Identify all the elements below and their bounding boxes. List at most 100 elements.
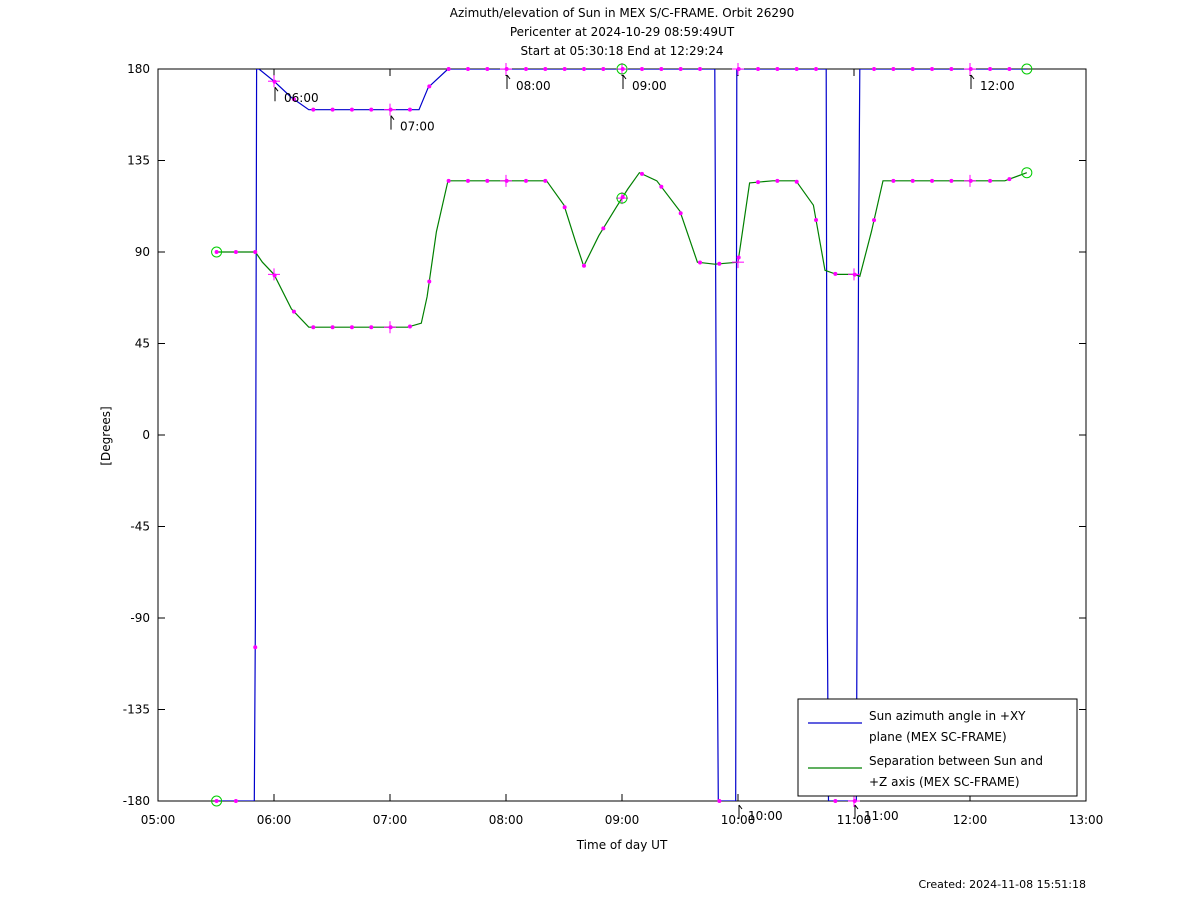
data-point bbox=[407, 324, 412, 329]
y-tick-label: 180 bbox=[127, 62, 150, 76]
data-point bbox=[446, 178, 451, 183]
annotation-arrow bbox=[738, 804, 743, 810]
annotation-label: 06:00 bbox=[284, 91, 319, 105]
data-point bbox=[349, 325, 354, 330]
y-axis-label: [Degrees] bbox=[99, 406, 113, 465]
data-point bbox=[949, 67, 954, 71]
data-point bbox=[659, 67, 664, 71]
annotation-label: 10:00 bbox=[748, 809, 783, 823]
data-point bbox=[349, 107, 354, 112]
event-circle bbox=[1021, 63, 1033, 75]
data-point bbox=[311, 325, 316, 330]
series-line-azimuth bbox=[216, 69, 1027, 801]
data-point bbox=[949, 178, 954, 183]
plot-frame bbox=[157, 68, 1087, 802]
data-point bbox=[253, 250, 258, 254]
data-point bbox=[988, 67, 993, 71]
annotation-label: 08:00 bbox=[516, 79, 551, 93]
data-point bbox=[1007, 67, 1012, 71]
data-point bbox=[678, 211, 683, 216]
y-tick-label: 135 bbox=[127, 154, 150, 168]
annotation-label: 07:00 bbox=[400, 120, 435, 134]
data-point bbox=[485, 67, 490, 71]
x-tick-label: 11:00 bbox=[837, 813, 872, 827]
data-point bbox=[465, 67, 470, 71]
data-point bbox=[523, 67, 528, 71]
legend-label: +Z axis (MEX SC-FRAME) bbox=[869, 775, 1020, 789]
data-point bbox=[407, 107, 412, 112]
y-tick-label: 0 bbox=[142, 428, 150, 442]
data-point bbox=[756, 180, 761, 185]
title-line: Start at 05:30:18 End at 12:29:24 bbox=[520, 44, 723, 58]
data-point bbox=[891, 178, 896, 183]
annotation-arrow bbox=[970, 74, 975, 80]
data-point bbox=[543, 178, 548, 183]
event-circle bbox=[616, 192, 628, 204]
data-point bbox=[833, 271, 838, 276]
x-tick-label: 06:00 bbox=[257, 813, 292, 827]
x-tick-label: 07:00 bbox=[373, 813, 408, 827]
data-point bbox=[427, 84, 432, 89]
data-point bbox=[214, 799, 219, 803]
data-point bbox=[581, 263, 586, 268]
data-point bbox=[581, 67, 586, 71]
data-point bbox=[794, 67, 799, 71]
legend: Sun azimuth angle in +XY plane (MEX SC-FR… bbox=[797, 698, 1078, 797]
data-point bbox=[214, 250, 219, 254]
x-tick-label: 05:00 bbox=[141, 813, 176, 827]
annotation-label: 09:00 bbox=[632, 79, 667, 93]
y-tick-label: -45 bbox=[130, 520, 150, 534]
annotation-arrow bbox=[506, 74, 511, 80]
data-point bbox=[427, 279, 432, 284]
data-point bbox=[311, 107, 316, 112]
annotation-arrow bbox=[854, 804, 859, 810]
data-point bbox=[678, 67, 683, 71]
data-point bbox=[698, 67, 703, 71]
legend-label: Sun azimuth angle in +XY bbox=[869, 709, 1026, 723]
event-circle bbox=[616, 63, 628, 75]
data-point bbox=[872, 218, 877, 223]
chart-title: Azimuth/elevation of Sun in MEX S/C-FRAM… bbox=[450, 6, 795, 58]
data-point bbox=[930, 178, 935, 183]
data-point bbox=[562, 205, 567, 210]
data-point bbox=[833, 799, 838, 803]
data-point bbox=[910, 178, 915, 183]
annotation-arrow bbox=[622, 74, 627, 80]
data-point bbox=[717, 799, 722, 803]
data-point bbox=[233, 799, 238, 803]
y-tick-label: 90 bbox=[135, 245, 150, 259]
x-tick-label: 13:00 bbox=[1069, 813, 1104, 827]
y-axis: 180 135 90 45 0 -45 -90 -135 -180 bbox=[123, 62, 1086, 808]
annotation-label: 11:00 bbox=[864, 809, 899, 823]
x-tick-label: 12:00 bbox=[953, 813, 988, 827]
title-line: Azimuth/elevation of Sun in MEX S/C-FRAM… bbox=[450, 6, 795, 20]
data-point bbox=[794, 179, 799, 184]
data-point bbox=[717, 261, 722, 266]
data-point bbox=[736, 255, 741, 260]
title-line: Pericenter at 2024-10-29 08:59:49UT bbox=[510, 25, 735, 39]
data-point bbox=[814, 67, 819, 71]
x-tick-label: 09:00 bbox=[605, 813, 640, 827]
data-point bbox=[465, 178, 470, 183]
annotation-label: 12:00 bbox=[980, 79, 1015, 93]
data-point bbox=[659, 184, 664, 189]
data-point bbox=[485, 178, 490, 183]
data-point bbox=[814, 218, 819, 223]
y-tick-label: 45 bbox=[135, 337, 150, 351]
event-circle bbox=[1021, 167, 1033, 179]
legend-box bbox=[797, 698, 1078, 797]
data-point bbox=[253, 645, 258, 650]
data-point bbox=[891, 67, 896, 71]
data-point bbox=[639, 67, 644, 71]
legend-label: plane (MEX SC-FRAME) bbox=[869, 730, 1007, 744]
x-tick-label: 08:00 bbox=[489, 813, 524, 827]
data-point bbox=[775, 178, 780, 183]
y-tick-label: -180 bbox=[123, 794, 150, 808]
legend-label: Separation between Sun and bbox=[869, 754, 1043, 768]
annotation-layer: 06:00 07:00 08:00 09:00 10:00 11:00 12:00 bbox=[274, 74, 1015, 823]
data-point bbox=[233, 250, 238, 254]
data-point bbox=[369, 107, 374, 112]
data-point bbox=[930, 67, 935, 71]
created-timestamp: Created: 2024-11-08 15:51:18 bbox=[918, 878, 1086, 891]
